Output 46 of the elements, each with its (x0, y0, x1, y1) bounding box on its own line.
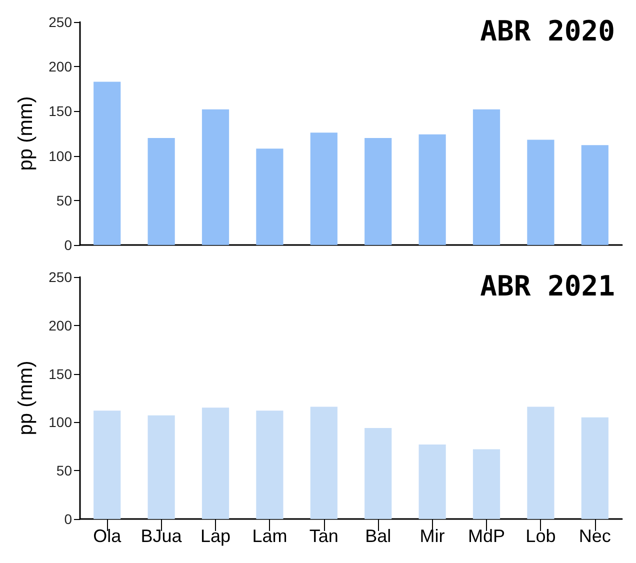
bar (418, 134, 446, 245)
chart-title: ABR 2021 (480, 270, 615, 302)
bar (364, 138, 392, 245)
bar (148, 138, 175, 245)
bar (310, 406, 338, 519)
bar (581, 417, 608, 519)
bar (418, 444, 446, 519)
x-tick-label: Tan (309, 526, 338, 546)
y-tick-label: 150 (48, 103, 72, 120)
bar (202, 408, 230, 519)
bar (148, 415, 175, 519)
y-tick-label: 100 (48, 414, 72, 430)
y-tick-label: 250 (48, 14, 72, 30)
bar (310, 132, 338, 245)
bar (202, 109, 230, 245)
x-tick-label: Ola (93, 526, 122, 546)
x-tick-label: Lam (252, 526, 288, 546)
bar (581, 145, 608, 245)
y-tick-label: 50 (56, 462, 72, 479)
bar (527, 140, 554, 245)
bar (364, 428, 392, 519)
y-tick-label: 150 (48, 366, 72, 382)
x-tick-label: Lap (200, 526, 231, 546)
chart-title: ABR 2020 (480, 14, 615, 48)
y-tick-label: 0 (64, 237, 72, 253)
bar (94, 82, 121, 245)
y-tick-label: 250 (48, 269, 72, 285)
bar (472, 449, 500, 519)
y-tick-label: 0 (64, 511, 72, 527)
bar (256, 410, 284, 519)
y-tick-label: 100 (48, 148, 72, 164)
y-tick-label: 200 (48, 58, 72, 75)
y-axis-title: pp (mm) (15, 96, 37, 171)
x-tick-label: Nec (578, 526, 611, 546)
x-tick-label: Mir (420, 526, 445, 546)
y-axis-title: pp (mm) (15, 360, 37, 436)
bar (472, 109, 500, 245)
bar (94, 410, 121, 519)
y-tick-label: 200 (48, 317, 72, 334)
x-tick-label: BJua (140, 526, 183, 546)
bar (527, 406, 554, 519)
x-tick-label: MdP (468, 526, 506, 546)
x-tick-label: Bal (365, 526, 392, 546)
x-tick-label: Lob (526, 526, 556, 546)
y-tick-label: 50 (56, 192, 72, 208)
bar (256, 148, 284, 245)
